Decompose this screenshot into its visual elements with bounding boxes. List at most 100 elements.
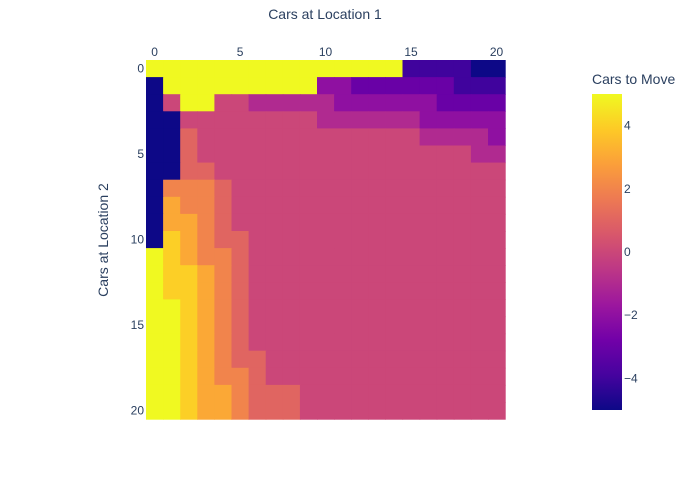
heatmap-cell xyxy=(197,179,215,198)
colorbar-tick-label: 2 xyxy=(624,182,631,196)
heatmap-cell xyxy=(453,265,472,283)
heatmap-cell xyxy=(180,350,198,369)
heatmap-cell xyxy=(402,179,421,198)
heatmap-cell xyxy=(488,60,506,78)
heatmap-cell xyxy=(231,333,250,352)
heatmap-cell xyxy=(282,248,301,266)
heatmap-cell xyxy=(214,94,233,112)
heatmap-cell xyxy=(436,384,455,403)
heatmap-cell xyxy=(214,299,233,318)
heatmap-cell xyxy=(436,333,455,352)
heatmap-cell xyxy=(265,350,284,369)
heatmap-cell xyxy=(368,145,386,164)
heatmap-cell xyxy=(368,77,386,95)
heatmap-cell xyxy=(180,111,198,129)
heatmap-cell xyxy=(385,179,404,198)
heatmap-cell xyxy=(163,213,181,232)
heatmap-cell xyxy=(402,60,421,78)
heatmap-cell xyxy=(180,94,198,112)
heatmap-cell xyxy=(282,316,301,335)
heatmap-cell xyxy=(248,94,267,112)
heatmap-cell xyxy=(231,196,250,215)
heatmap-cell xyxy=(470,60,489,78)
heatmap-cell xyxy=(248,162,267,181)
heatmap-cell xyxy=(248,299,267,318)
heatmap-cell xyxy=(334,248,352,266)
heatmap-cell xyxy=(214,333,233,352)
heatmap-cell xyxy=(453,94,472,112)
heatmap-cell xyxy=(385,111,404,129)
heatmap-cell xyxy=(146,60,164,78)
heatmap-cell xyxy=(265,299,284,318)
heatmap-cell xyxy=(299,384,318,403)
heatmap-cell xyxy=(385,316,404,335)
heatmap-cell xyxy=(368,196,386,215)
heatmap-cell xyxy=(402,367,421,386)
heatmap-cell xyxy=(299,128,318,147)
heatmap-cell xyxy=(334,196,352,215)
heatmap-cell xyxy=(282,282,301,300)
heatmap-cell xyxy=(385,265,404,283)
heatmap-cell xyxy=(248,333,267,352)
heatmap-cell xyxy=(265,94,284,112)
heatmap-cell xyxy=(317,402,335,420)
heatmap-cell xyxy=(368,231,386,249)
y-tick-label: 10 xyxy=(131,233,145,247)
heatmap-cell xyxy=(488,316,506,335)
colorbar-tick-labels: 4 2 0 −2 −4 xyxy=(624,119,638,386)
heatmap-cell xyxy=(453,384,472,403)
heatmap-cell xyxy=(248,179,267,198)
heatmap-cell xyxy=(282,402,301,420)
heatmap-cell xyxy=(163,196,181,215)
heatmap-cell xyxy=(470,248,489,266)
heatmap-cell xyxy=(265,111,284,129)
heatmap-cell xyxy=(385,162,404,181)
heatmap-cell xyxy=(385,248,404,266)
heatmap-cell xyxy=(402,265,421,283)
heatmap-cell xyxy=(368,213,386,232)
heatmap-cell xyxy=(265,77,284,95)
heatmap-cell xyxy=(334,299,352,318)
heatmap-cell xyxy=(197,111,215,129)
heatmap-cell xyxy=(368,248,386,266)
heatmap-cell xyxy=(453,196,472,215)
heatmap-cell xyxy=(265,333,284,352)
heatmap-cell xyxy=(282,128,301,147)
heatmap-cell xyxy=(231,111,250,129)
heatmap-cell xyxy=(368,60,386,78)
heatmap-cell xyxy=(146,350,164,369)
heatmap-cell xyxy=(248,282,267,300)
heatmap-cell xyxy=(436,94,455,112)
heatmap-cell xyxy=(488,384,506,403)
heatmap-cell xyxy=(163,350,181,369)
heatmap-cell xyxy=(419,111,438,129)
heatmap-cell xyxy=(248,402,267,420)
heatmap-cell xyxy=(214,384,233,403)
heatmap-cell xyxy=(163,367,181,386)
heatmap-cell xyxy=(197,350,215,369)
heatmap-cell xyxy=(248,196,267,215)
heatmap-cell xyxy=(248,128,267,147)
heatmap-cell xyxy=(299,77,318,95)
heatmap-cell xyxy=(317,248,335,266)
heatmap-cell xyxy=(488,77,506,95)
heatmap-cell xyxy=(214,213,233,232)
heatmap-cell xyxy=(470,213,489,232)
heatmap-cell xyxy=(282,265,301,283)
heatmap-cell xyxy=(299,350,318,369)
heatmap-cell xyxy=(488,179,506,198)
heatmap-cell xyxy=(351,333,369,352)
heatmap-cell xyxy=(351,111,369,129)
heatmap-cell xyxy=(163,128,181,147)
heatmap-cell xyxy=(299,316,318,335)
heatmap-cell xyxy=(488,248,506,266)
heatmap-cell xyxy=(436,350,455,369)
heatmap-cell xyxy=(282,231,301,249)
heatmap-cell xyxy=(299,248,318,266)
heatmap-cell xyxy=(334,94,352,112)
heatmap-cell xyxy=(436,282,455,300)
heatmap-cell xyxy=(419,384,438,403)
heatmap-cell xyxy=(265,145,284,164)
heatmap-cell xyxy=(248,231,267,249)
